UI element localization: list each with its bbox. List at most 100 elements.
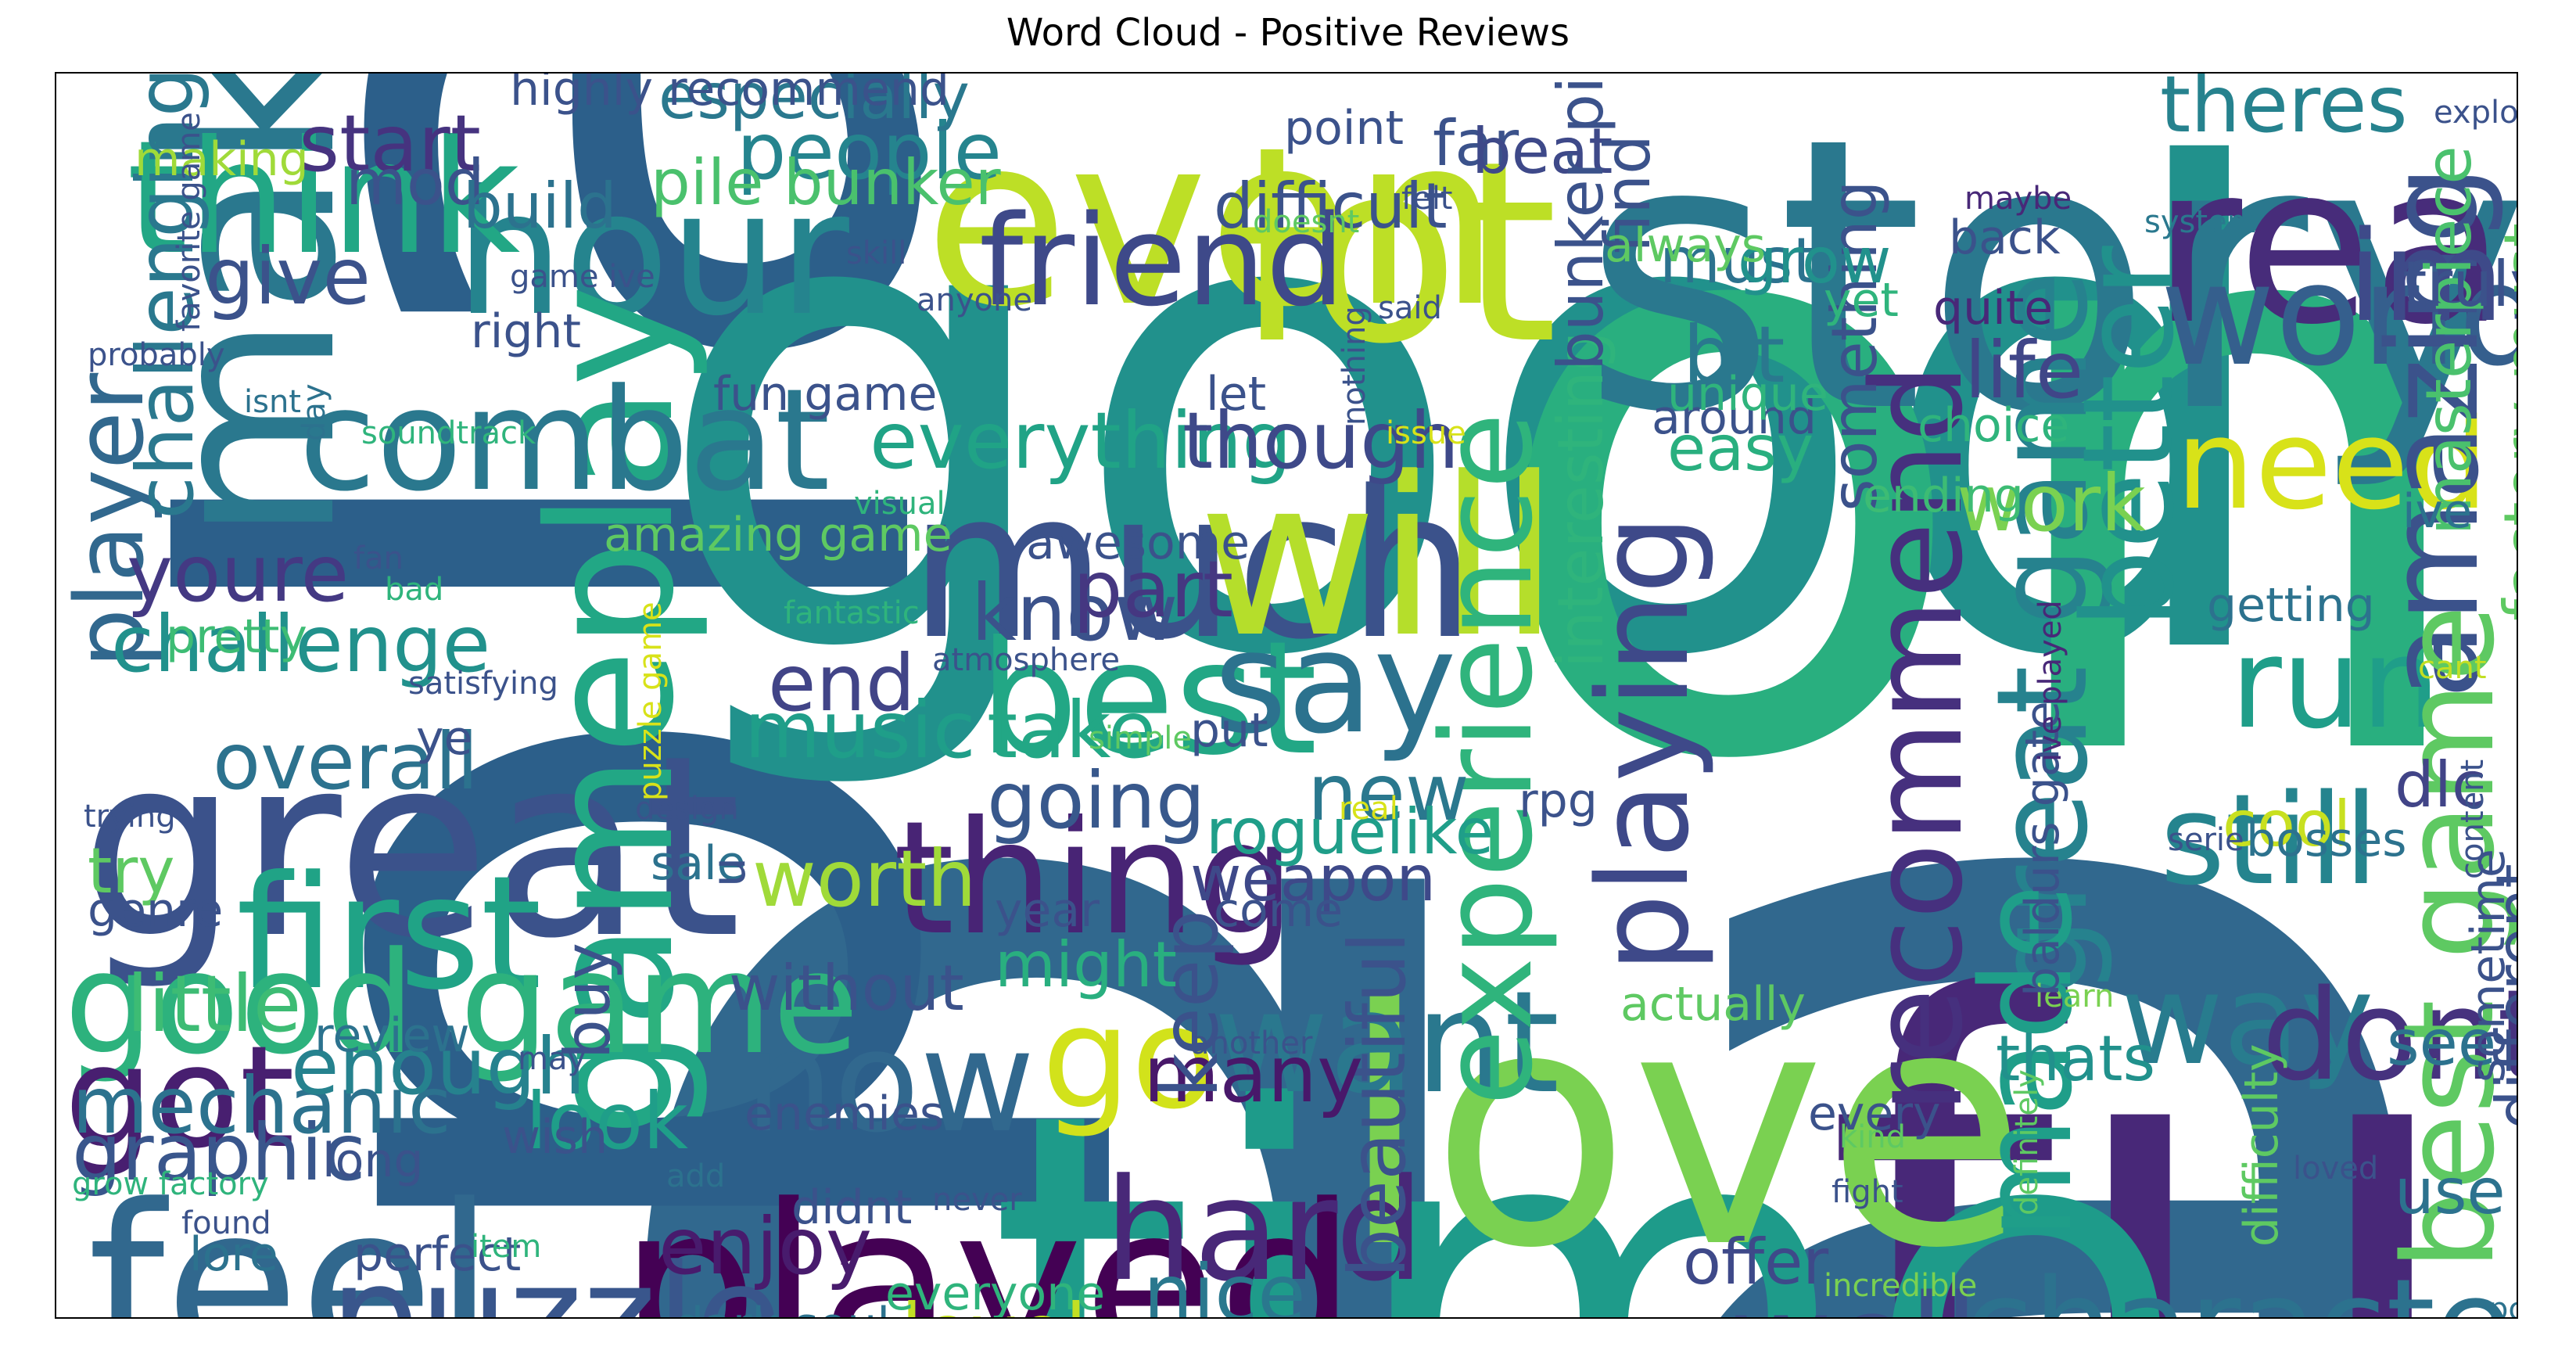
word-getting: getting — [2207, 578, 2375, 633]
word-item: item — [471, 1229, 542, 1265]
word-let: let — [1206, 367, 1267, 422]
word-far: far — [1433, 107, 1519, 180]
word-work: work — [1957, 458, 2146, 549]
word-sometime: sometime — [2461, 849, 2516, 1083]
word-fun: fun — [1824, 864, 2517, 1319]
word-take: take — [987, 684, 1157, 776]
word-many: many — [1143, 1029, 1364, 1120]
word-going: going — [987, 755, 1206, 846]
word-love: love — [1339, 938, 2028, 1319]
word-nothing: nothing — [1336, 306, 1372, 426]
word-amazing-game: amazing game — [604, 508, 953, 562]
word-story: story — [1581, 72, 2518, 495]
word-maybe: maybe — [1964, 181, 2072, 217]
word-cool: cool — [2223, 788, 2352, 860]
word-character: character — [1964, 1262, 2517, 1318]
word-youre: youre — [127, 528, 350, 619]
word-try: try — [88, 835, 175, 907]
word-issue: issue — [1386, 415, 1466, 451]
word-probably: probably — [88, 337, 225, 373]
word-simple: simple — [1089, 720, 1193, 756]
word-puzzle: puzzle — [330, 1235, 783, 1319]
word-bunker-pile: bunker pile — [1545, 72, 1617, 371]
word-much: much — [909, 448, 1476, 684]
word-give: give — [205, 231, 371, 322]
word-bit: bit — [1683, 309, 1785, 400]
word-game-ive: game ive — [510, 259, 655, 295]
word-need: need — [2176, 391, 2488, 537]
word-build: build — [463, 170, 617, 242]
word-lot: lot — [1237, 108, 1559, 399]
word-always: always — [1605, 218, 1767, 273]
word-found: found — [181, 1205, 271, 1241]
word-truly: truly — [2402, 248, 2517, 321]
word-really: really — [2152, 118, 2517, 373]
word-real: real — [1339, 791, 1398, 827]
word-year: year — [995, 883, 1100, 938]
word-played: played — [619, 1158, 1357, 1319]
word-hour: hour — [455, 153, 849, 354]
word-quite: quite — [1933, 281, 2054, 336]
word-dark-soul: dark soul — [674, 1302, 890, 1317]
word-combat: combat — [299, 359, 831, 522]
word-good-game: good game — [64, 922, 859, 1086]
word-fun-game: fun game — [713, 367, 938, 422]
word-thats: thats — [1996, 1022, 2156, 1095]
word-felt: felt — [1401, 181, 1453, 217]
word-ive: ive — [2402, 484, 2473, 539]
word-cloud-canvas: gameplaygoodonefuntimestorylovelotevenma… — [56, 74, 2517, 1317]
word-yet: yet — [1824, 273, 1899, 328]
word-never: never — [932, 1182, 1022, 1218]
word-doesnt: doesnt — [1253, 204, 1360, 240]
word-know: know — [971, 567, 1179, 659]
word-end: end — [768, 637, 916, 729]
word-grow-factory: grow factory — [72, 1166, 269, 1202]
word-music: music — [744, 684, 976, 776]
word-learn: learn — [2035, 979, 2115, 1014]
word-said: said — [1378, 290, 1442, 326]
word-ending: ending — [1863, 469, 2024, 523]
word-time: time — [987, 1000, 2189, 1319]
word-one: one — [1480, 72, 2517, 938]
word-without: without — [729, 952, 964, 1025]
word-review: review — [314, 1008, 470, 1063]
word-loved: loved — [2293, 1151, 2379, 1187]
word-highly-recommend: highly recommend — [510, 72, 949, 117]
word-satisfying: satisfying — [408, 666, 558, 702]
word-isnt: isnt — [244, 384, 301, 420]
word-u: u — [701, 856, 756, 887]
word-fight: fight — [1832, 1174, 1903, 1210]
word-might: might — [995, 928, 1178, 1001]
word-puzzle-game: puzzle game — [633, 601, 669, 801]
word-cant: cant — [2418, 650, 2487, 686]
word-im: im — [2348, 203, 2505, 350]
word-system: system — [2144, 204, 2258, 240]
word-hard: hard — [1104, 1149, 1425, 1313]
word-incredible: incredible — [1824, 1268, 1978, 1304]
word-enough: enough — [291, 1021, 586, 1112]
word-enjoy: enjoy — [658, 1201, 873, 1292]
word-want: want — [1214, 961, 1560, 1125]
word-favorite-game: favorite game — [171, 112, 207, 332]
word-fan: fan — [353, 540, 404, 576]
word-soundtrack: soundtrack — [361, 415, 536, 451]
word-beat: beat — [1472, 115, 1613, 188]
word-around: around — [1652, 390, 1817, 445]
word-see: see — [2387, 1007, 2497, 1079]
word-explore: explore — [2434, 95, 2518, 131]
word-visual: visual — [854, 486, 945, 522]
word-sale: sale — [651, 836, 746, 891]
word-must: must — [1659, 224, 1817, 297]
word-serie: serie — [2168, 822, 2244, 858]
word-pc: pc — [2488, 1291, 2517, 1319]
word-worth: worth — [752, 833, 977, 925]
word-put: put — [1190, 703, 1268, 758]
word-right: right — [471, 304, 581, 359]
word-long: long — [322, 1133, 424, 1188]
word-everyone: everyone — [885, 1266, 1106, 1319]
word-fantastic: fantastic — [784, 595, 920, 631]
word-friend: friend — [979, 188, 1345, 334]
word-got: got — [64, 1016, 295, 1180]
word-pile-bunker: pile bunker — [651, 146, 1001, 219]
word-world: world — [2160, 234, 2518, 397]
